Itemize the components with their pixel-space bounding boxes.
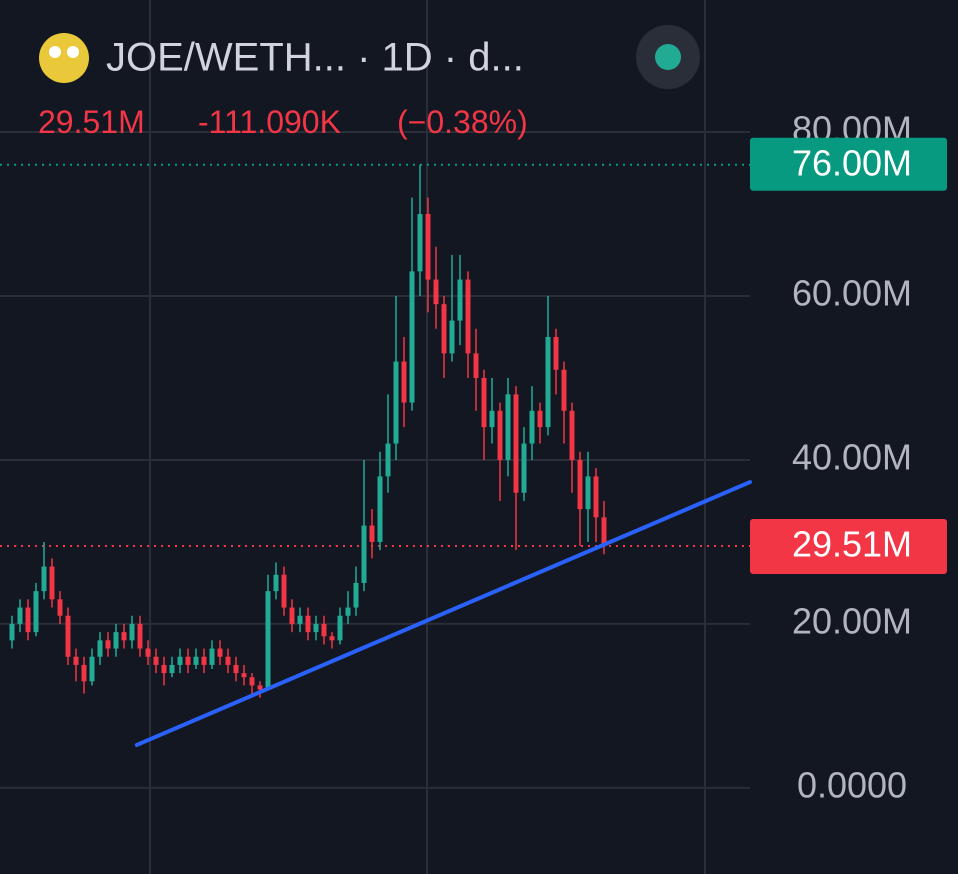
candle-body xyxy=(577,459,583,510)
price-line: 29.51M -111.090K (−0.38%) xyxy=(38,104,528,140)
candle-body xyxy=(41,566,47,592)
high-badge xyxy=(750,137,947,191)
candle-body xyxy=(105,640,111,649)
candle-body xyxy=(457,279,463,321)
candle-body xyxy=(537,410,543,428)
candle-body xyxy=(289,607,295,624)
candle-body xyxy=(33,591,39,633)
candle-body xyxy=(225,656,231,665)
candle-body xyxy=(593,476,599,518)
high-badge-label: 76.00M xyxy=(792,142,912,183)
symbol-icon-eye xyxy=(49,46,61,58)
candle-body xyxy=(465,279,471,354)
candle-body xyxy=(433,279,439,305)
candle-body xyxy=(521,443,527,493)
y-tick-label: 40.00M xyxy=(792,436,912,477)
candle-body xyxy=(377,476,383,542)
candle-body xyxy=(217,648,223,657)
candle-body xyxy=(297,615,303,624)
y-tick-label: 60.00M xyxy=(792,272,912,313)
candle-body xyxy=(585,476,591,510)
candle-body xyxy=(137,623,143,649)
candle-body xyxy=(89,656,95,682)
candle-body xyxy=(49,566,55,600)
candle-body xyxy=(481,377,487,428)
candle-body xyxy=(9,623,15,641)
trendline xyxy=(134,480,752,747)
candle-body xyxy=(569,410,575,460)
symbol-icon xyxy=(39,33,89,83)
candle-body xyxy=(153,656,159,665)
candle-body xyxy=(385,443,391,477)
candle-body xyxy=(321,623,327,637)
candle-body xyxy=(425,213,431,280)
candle-body xyxy=(257,685,263,690)
candle-body xyxy=(185,656,191,665)
candle-body xyxy=(81,664,87,682)
candle-body xyxy=(489,410,495,428)
status-dot[interactable] xyxy=(655,44,681,70)
candle-body xyxy=(361,525,367,583)
candle-body xyxy=(449,320,455,354)
candle-body xyxy=(393,361,399,444)
candle-body xyxy=(401,361,407,403)
candle-body xyxy=(545,336,551,428)
candle-body xyxy=(97,640,103,657)
candle-body xyxy=(513,394,519,493)
candle-body xyxy=(313,623,319,633)
candle-body xyxy=(201,656,207,665)
candle-body xyxy=(25,607,31,633)
candle-body xyxy=(473,353,479,378)
y-tick-label: 0.0000 xyxy=(797,764,907,805)
candle-body xyxy=(345,607,351,616)
candle-body xyxy=(417,213,423,272)
candle-body xyxy=(233,664,239,674)
candle-body xyxy=(161,664,167,674)
candle-body xyxy=(561,369,567,411)
candle-body xyxy=(337,615,343,641)
candle-body xyxy=(57,599,63,616)
candle-body xyxy=(177,656,183,665)
candle-body xyxy=(113,632,119,649)
candle-body xyxy=(265,591,271,690)
candle-body xyxy=(209,648,215,665)
candle-body xyxy=(129,623,135,641)
candle-body xyxy=(369,525,375,542)
candle-body xyxy=(529,410,535,444)
symbol-icon-eye xyxy=(67,46,79,58)
candle-body xyxy=(497,410,503,460)
candle-body xyxy=(121,632,127,641)
candle-body xyxy=(329,636,335,641)
chart-title: JOE/WETH... · 1D · d... xyxy=(106,36,524,80)
price-badge xyxy=(750,518,947,574)
candle-body xyxy=(441,304,447,354)
candle-body xyxy=(17,607,23,624)
candle-body xyxy=(281,574,287,608)
candle-body xyxy=(193,656,199,665)
change-percent: (−0.38%) xyxy=(397,104,528,140)
candle-body xyxy=(553,336,559,370)
candle-body xyxy=(249,677,255,686)
candle-body xyxy=(505,394,511,460)
candle-body xyxy=(241,673,247,678)
candle-body xyxy=(353,582,359,608)
candle-body xyxy=(601,517,607,546)
candle-body xyxy=(73,656,79,665)
price: 29.51M xyxy=(38,104,145,140)
candle-body xyxy=(65,615,71,657)
candle-body xyxy=(273,574,279,592)
candle-body xyxy=(169,664,175,674)
y-tick-label: 20.00M xyxy=(792,600,912,641)
candle-body xyxy=(305,615,311,633)
candle-body xyxy=(409,271,415,403)
candle-body xyxy=(145,648,151,657)
price-badge-label: 29.51M xyxy=(792,523,912,564)
change: -111.090K xyxy=(198,104,341,140)
